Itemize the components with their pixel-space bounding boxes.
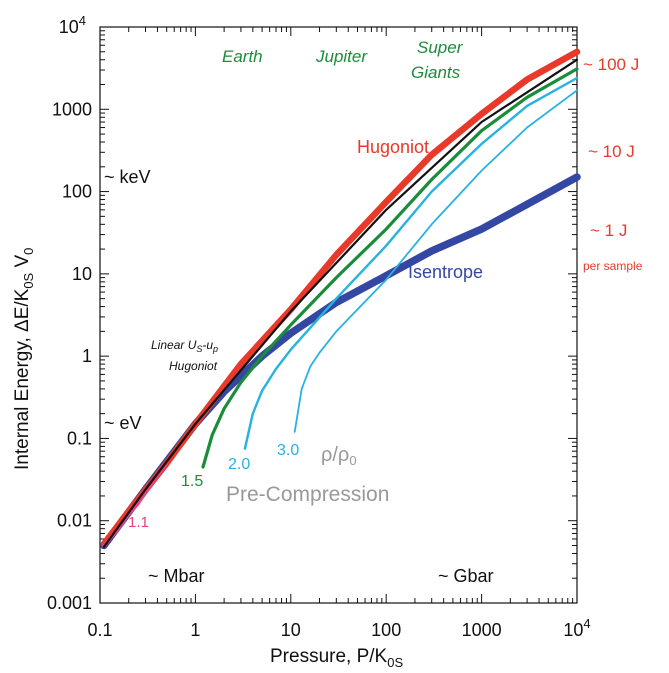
- y-tick-label: 104: [59, 13, 86, 37]
- label-compression-2-0: 2.0: [228, 456, 250, 473]
- series-c30: [293, 89, 578, 433]
- y-tick-label: 100: [62, 182, 92, 202]
- y-axis-title: Internal Energy, ΔE/K0S V0: [12, 248, 36, 470]
- label-earth: Earth: [222, 47, 263, 66]
- x-axis-title: Pressure, P/K0S: [270, 646, 403, 670]
- label-linear-line2: Hugoniot: [169, 359, 218, 373]
- label-gbar: ~ Gbar: [438, 566, 494, 586]
- label-compression-3-0: 3.0: [277, 442, 299, 459]
- label-ev: ~ eV: [104, 413, 142, 433]
- series-layer: [100, 48, 581, 550]
- label-mbar: ~ Mbar: [148, 566, 205, 586]
- x-tick-label: 10: [281, 620, 301, 640]
- plot-frame: [99, 26, 578, 604]
- x-tick-labels: 0.1 1 10 100 1000 104: [87, 616, 590, 640]
- label-super: Super: [417, 38, 464, 57]
- x-tick-label: 100: [371, 620, 401, 640]
- series-linear: [102, 58, 579, 548]
- label-kev: ~ keV: [104, 167, 151, 187]
- x-tick-label: 1: [190, 620, 200, 640]
- x-tick-label: 104: [563, 616, 590, 640]
- label-1J: ~ 1 J: [590, 221, 627, 240]
- y-tick-label: 0.001: [47, 593, 92, 613]
- y-tick-labels: 0.001 0.01 0.1 1 10 100 1000 104: [47, 13, 92, 613]
- axis-ticks: [99, 26, 578, 604]
- y-tick-label: 0.1: [67, 428, 92, 448]
- y-tick-label: 10: [72, 264, 92, 284]
- y-tick-label: 0.01: [57, 511, 92, 531]
- x-tick-label: 0.1: [87, 620, 112, 640]
- label-per-sample: per sample: [583, 259, 643, 273]
- label-rho: ρ/ρ0: [321, 444, 357, 468]
- x-tick-label: 1000: [462, 620, 502, 640]
- label-isentrope: Isentrope: [408, 262, 483, 282]
- label-giants: Giants: [411, 63, 461, 82]
- label-compression-1-5: 1.5: [181, 473, 203, 490]
- label-linear-line1: Linear US-up: [151, 338, 218, 354]
- series-c15: [201, 67, 579, 469]
- label-10J: ~ 10 J: [588, 142, 635, 161]
- label-100J: ~ 100 J: [583, 55, 639, 74]
- series-c20: [243, 76, 579, 450]
- y-tick-label: 1000: [52, 99, 92, 119]
- label-pre-compression: Pre-Compression: [226, 483, 389, 506]
- label-compression-1-1: 1.1: [128, 514, 149, 531]
- y-tick-label: 1: [82, 346, 92, 366]
- label-hugoniot: Hugoniot: [357, 137, 429, 157]
- label-jupiter: Jupiter: [315, 47, 368, 66]
